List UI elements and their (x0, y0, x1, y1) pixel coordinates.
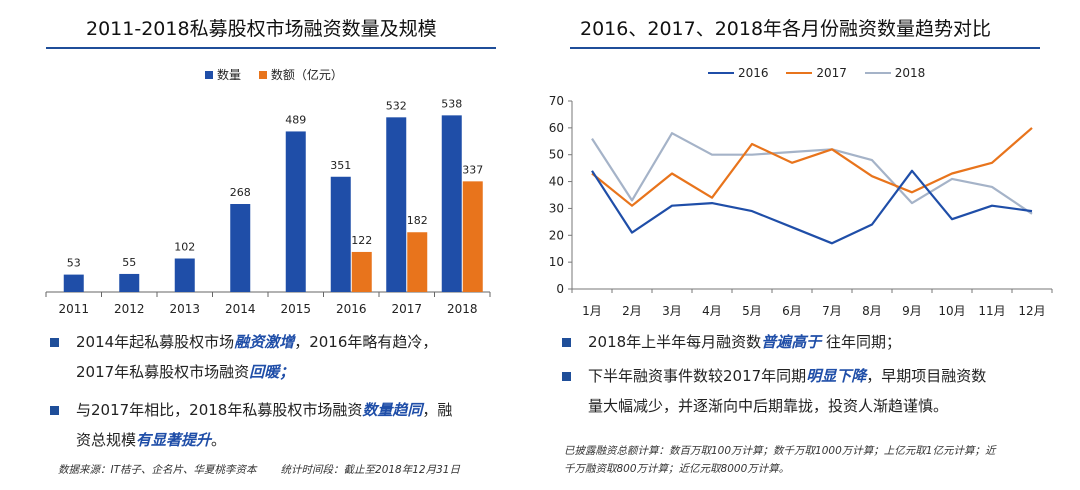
legend-line-2018 (864, 72, 891, 74)
line-chart: 0 10 20 30 40 50 60 70 1月 2月 3月 4月 5月 6月 7月 8月 9月 10月 11月 1… (549, 94, 1053, 318)
legend-item-2018: 2018 (864, 66, 925, 80)
legend-item-2017: 2017 (786, 66, 847, 80)
series-line-2017 (591, 127, 1033, 207)
right-title: 2016、2017、2018年各月份融资数量趋势对比 (580, 18, 992, 40)
data-label-count: 538 (441, 97, 462, 110)
legend-line-2016 (708, 72, 734, 74)
x-tick-label: 2015 (280, 302, 311, 316)
left-title: 2011-2018私募股权市场融资数量及规模 (86, 18, 437, 40)
x-tick-label: 6月 (782, 304, 802, 318)
bar-count (285, 131, 306, 292)
right-title-rule (570, 47, 1040, 49)
x-tick-label: 3月 (662, 304, 682, 318)
bullet-marker (50, 338, 59, 347)
right-bullet-1: 2018年上半年每月融资数普遍高于 往年同期； (562, 327, 1072, 357)
bullet-marker (50, 406, 59, 415)
bullet-marker (562, 338, 571, 347)
y-tick-label: 20 (549, 228, 564, 242)
data-label-count: 351 (330, 159, 351, 172)
x-tick-label: 10月 (938, 304, 965, 318)
y-tick-label: 70 (549, 94, 564, 108)
bar-count (174, 258, 195, 292)
y-tick-label: 10 (549, 255, 564, 269)
data-label-count: 53 (67, 257, 81, 270)
calc-note: 已披露融资总额计算：数百万取100万计算；数千万取1000万计算；上亿元取1亿元… (564, 445, 996, 475)
bar-count (119, 273, 140, 292)
legend-swatch-count (205, 71, 213, 79)
data-label-count: 268 (230, 186, 251, 199)
data-label-count: 102 (174, 241, 195, 254)
data-label-count: 55 (122, 256, 136, 269)
source-note: 数据来源：IT桔子、企名片、华夏桃李资本 统计时间段：截止至2018年12月31日 (58, 464, 460, 476)
x-tick-label: 5月 (742, 304, 762, 318)
data-label-amount: 182 (407, 214, 428, 227)
bar-chart: 2011 53 2012 55 2013 102 2014 268 2015 489 2016 351… (45, 97, 491, 316)
data-label-amount: 337 (462, 163, 483, 176)
x-tick-label: 2014 (225, 302, 256, 316)
bar-count (441, 115, 462, 293)
y-tick-label: 60 (549, 121, 564, 135)
x-tick-label: 9月 (902, 304, 922, 318)
x-tick-label: 2016 (336, 302, 367, 316)
x-tick-label: 2011 (58, 302, 89, 316)
x-tick-label: 7月 (822, 304, 842, 318)
y-tick-label: 50 (549, 148, 564, 162)
right-bullet-2: 下半年融资事件数较2017年同期明显下降，早期项目融资数 量大幅减少，并逐渐向中… (562, 361, 1072, 421)
legend-item-2016: 2016 (708, 66, 769, 80)
legend-line-2017 (786, 72, 813, 74)
x-tick-label: 2017 (391, 302, 422, 316)
bar-count (230, 204, 251, 292)
legend-swatch-amount (258, 71, 267, 79)
left-panel: 2011-2018私募股权市场融资数量及规模 数量 数额（亿元） 2011 53 2… (45, 18, 530, 476)
series-line-2016 (591, 169, 1033, 245)
bar-amount (462, 181, 483, 292)
left-title-rule (46, 47, 496, 49)
x-tick-label: 4月 (702, 304, 722, 318)
left-legend: 数量 数额（亿元） (205, 66, 357, 83)
y-tick-label: 40 (549, 175, 564, 189)
left-bullet-2: 与2017年相比，2018年私募股权市场融资数量趋同，融 资总规模有显著提升。 (50, 395, 530, 455)
bar-count (330, 176, 351, 292)
bar-amount (351, 251, 372, 292)
bar-count (386, 117, 407, 293)
legend-item-count: 数量 (205, 66, 241, 83)
bullet-marker (562, 372, 571, 381)
x-tick-label: 8月 (862, 304, 882, 318)
x-tick-label: 2018 (447, 302, 478, 316)
right-panel: 2016、2017、2018年各月份融资数量趋势对比 2016 2017 201… (540, 0, 1080, 490)
series-line-2018 (591, 132, 1033, 215)
data-label-count: 532 (386, 99, 407, 112)
bar-amount (407, 232, 428, 292)
left-bullet-1: 2014年起私募股权市场融资激增，2016年略有趋冷， 2017年私募股权市场融… (50, 327, 530, 387)
right-legend: 2016 2017 2018 (708, 66, 939, 80)
x-tick-label: 2月 (622, 304, 642, 318)
bar-count (63, 274, 84, 292)
data-label-amount: 122 (351, 234, 372, 247)
y-tick-label: 0 (556, 282, 564, 296)
x-tick-label: 11月 (978, 304, 1005, 318)
x-tick-label: 2013 (169, 302, 200, 316)
y-tick-label: 30 (549, 201, 564, 215)
x-tick-label: 2012 (114, 302, 145, 316)
x-tick-label: 1月 (582, 304, 602, 318)
x-tick-label: 12月 (1018, 304, 1045, 318)
data-label-count: 489 (285, 113, 306, 126)
legend-item-amount: 数额（亿元） (258, 66, 343, 83)
